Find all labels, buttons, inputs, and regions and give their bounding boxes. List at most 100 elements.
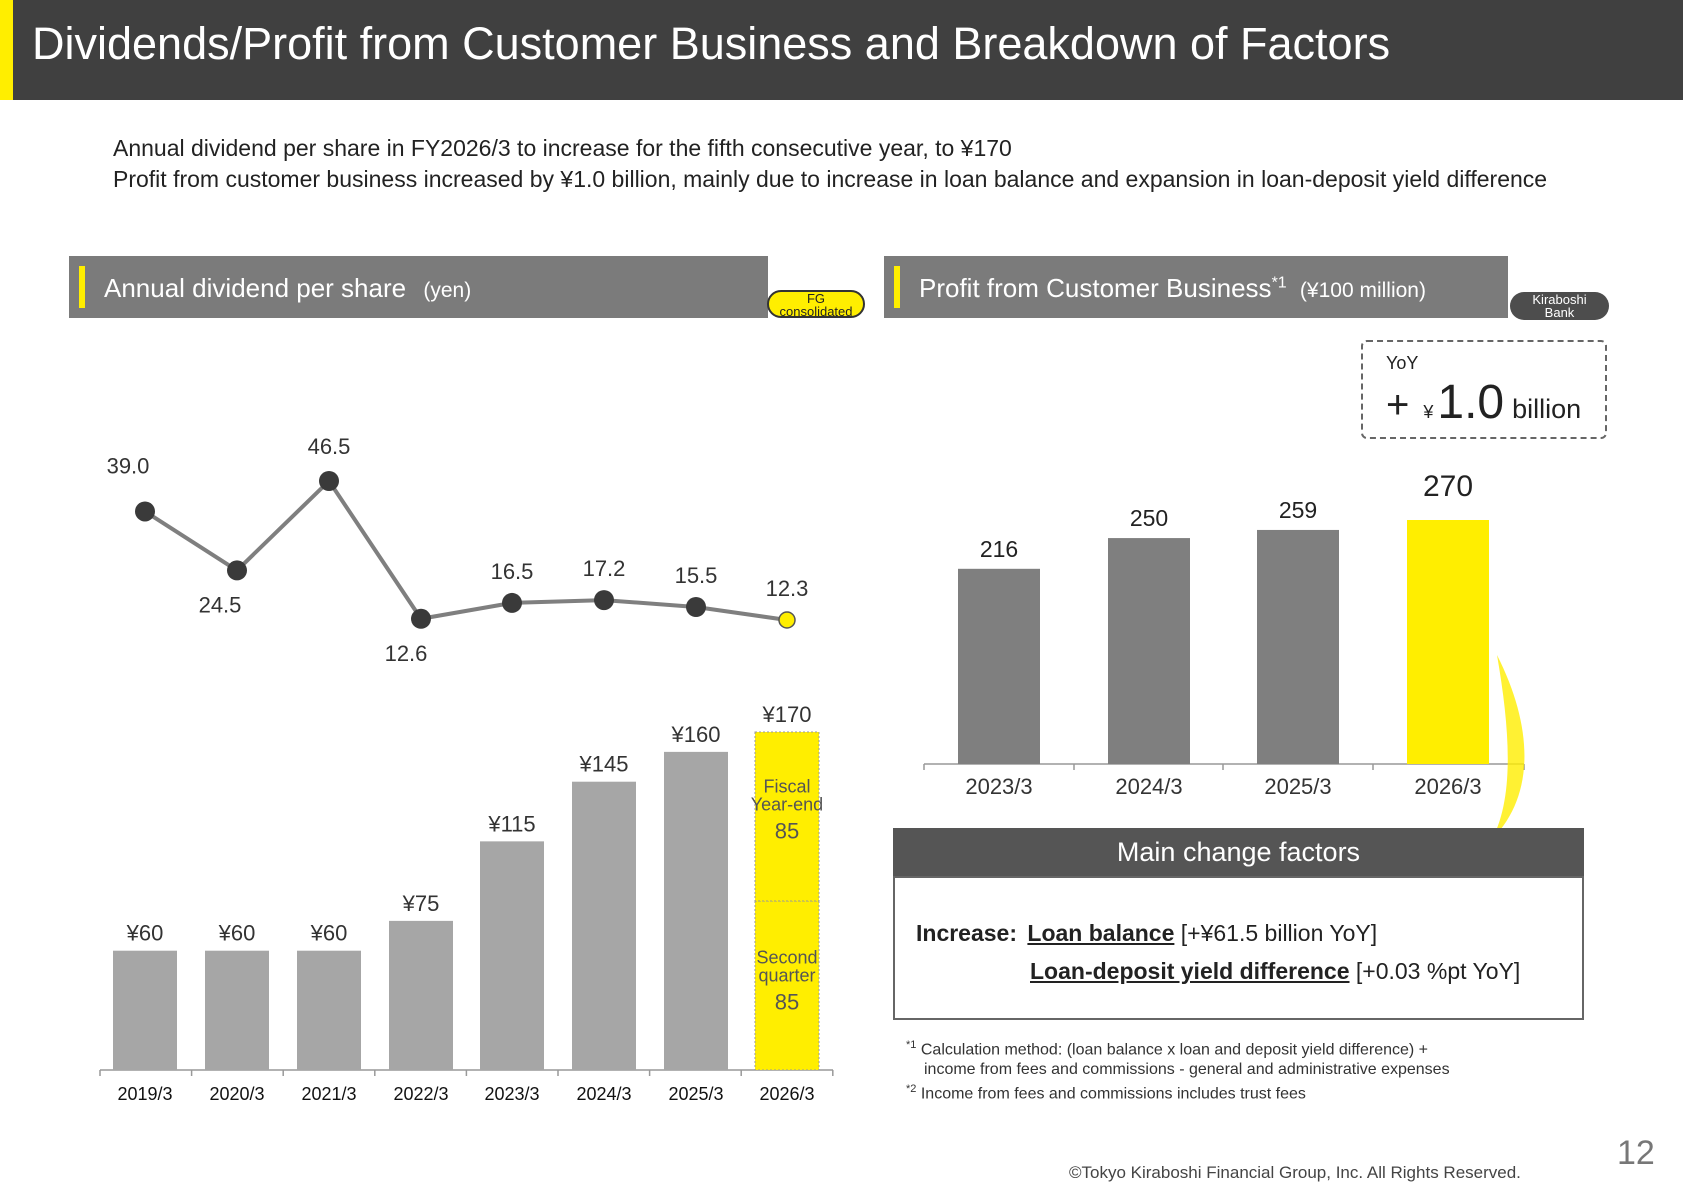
- payout-label: 17.2: [583, 556, 626, 581]
- main-change-factors-header: Main change factors: [893, 828, 1584, 876]
- title-bar: Dividends/Profit from Customer Business …: [0, 0, 1683, 100]
- dividend-category-label: 2025/3: [668, 1084, 723, 1104]
- section-accent: [894, 266, 900, 308]
- intro-line-1: Annual dividend per share in FY2026/3 to…: [113, 135, 1012, 161]
- dividend-category-label: 2024/3: [576, 1084, 631, 1104]
- dividend-bar: [389, 920, 453, 1070]
- second-quarter-label: quarter: [758, 966, 815, 986]
- profit-category-label: 2024/3: [1115, 774, 1182, 799]
- dividend-value-label: ¥60: [218, 921, 256, 946]
- footnote-2-mark: *2: [906, 1083, 917, 1095]
- footnote-1: *1 Calculation method: (loan balance x l…: [906, 1039, 1428, 1059]
- dividend-category-label: 2026/3: [759, 1084, 814, 1104]
- payout-point: [411, 608, 431, 629]
- dividend-bar-second-quarter: [754, 900, 820, 1071]
- badge-line-2: consolidated: [779, 304, 853, 319]
- yoy-number: 1.0: [1437, 376, 1505, 429]
- kiraboshi-bank-badge: Kiraboshi Bank: [1510, 292, 1609, 320]
- factor-loan-balance: Loan balance: [1027, 920, 1175, 946]
- profit-category-label: 2026/3: [1414, 774, 1481, 799]
- payout-label: 12.6: [385, 641, 428, 666]
- footnote-1-line-1: Calculation method: (loan balance x loan…: [920, 1041, 1428, 1059]
- second-quarter-value: 85: [775, 990, 799, 1015]
- fiscal-year-end-label: Fiscal: [763, 777, 810, 797]
- dividend-bar-fiscal-year-end: [754, 731, 820, 902]
- copyright: ©Tokyo Kiraboshi Financial Group, Inc. A…: [1069, 1163, 1521, 1182]
- profit-bar: [958, 568, 1040, 764]
- payout-line: [143, 477, 788, 622]
- title-accent: [0, 0, 13, 100]
- factor-yield-difference-detail: [+0.03 %pt YoY]: [1355, 958, 1521, 984]
- fiscal-year-end-label: Year-end: [751, 795, 823, 815]
- profit-value-label: 250: [1130, 505, 1168, 531]
- factor-row-2: Loan-deposit yield difference [+0.03 %pt…: [1030, 958, 1520, 985]
- dividend-section-title: Annual dividend per share (yen): [104, 273, 471, 304]
- dividend-bar: [205, 950, 269, 1070]
- profit-bar: [1108, 538, 1190, 764]
- factor-yield-difference: Loan-deposit yield difference: [1030, 958, 1350, 984]
- yoy-unit: billion: [1512, 394, 1582, 424]
- dividend-bar: [664, 751, 728, 1070]
- dividend-value-label: ¥145: [579, 752, 629, 777]
- yoy-currency: ¥: [1423, 402, 1434, 422]
- dividend-category-label: 2020/3: [209, 1084, 264, 1104]
- profit-value-label: 259: [1279, 497, 1317, 523]
- profit-section-title: Profit from Customer Business*1 (¥100 mi…: [919, 273, 1426, 304]
- page-title: Dividends/Profit from Customer Business …: [32, 18, 1391, 69]
- payout-label: 16.5: [491, 559, 534, 584]
- profit-section-header: Profit from Customer Business*1 (¥100 mi…: [884, 256, 1508, 318]
- dividend-bar: [297, 950, 361, 1070]
- payout-point: [135, 501, 155, 522]
- dividend-value-label: ¥60: [310, 921, 348, 946]
- payout-point: [686, 596, 706, 617]
- factor-loan-balance-detail: [+¥61.5 billion YoY]: [1180, 920, 1378, 946]
- dividend-category-label: 2019/3: [117, 1084, 172, 1104]
- yoy-label: YoY: [1386, 353, 1419, 373]
- profit-bar: [1257, 529, 1339, 764]
- payout-point: [227, 560, 247, 581]
- fiscal-year-end-value: 85: [775, 819, 799, 844]
- dividend-bar: [480, 841, 544, 1070]
- yoy-box: YoY + ¥1.0 billion: [1361, 340, 1607, 439]
- footnote-1-line-2: income from fees and commissions - gener…: [924, 1061, 1450, 1078]
- payout-point: [778, 611, 796, 629]
- dividend-title-text: Annual dividend per share: [104, 273, 407, 303]
- profit-title-sup: *1: [1271, 274, 1287, 292]
- dividend-value-label: ¥60: [126, 921, 164, 946]
- dividend-value-label: ¥170: [762, 702, 812, 727]
- profit-title-text: Profit from Customer Business: [919, 273, 1272, 303]
- payout-label: 12.3: [766, 576, 809, 601]
- footnote-2-text: Income from fees and commissions include…: [920, 1085, 1306, 1103]
- yoy-value: + ¥1.0 billion: [1386, 375, 1581, 430]
- profit-bar: [1407, 520, 1489, 764]
- footnote-2: *2 Income from fees and commissions incl…: [906, 1083, 1306, 1103]
- curved-arrow-icon: [1468, 655, 1525, 866]
- footnote-1-mark: *1: [906, 1039, 917, 1051]
- payout-label: 15.5: [675, 563, 718, 588]
- payout-label: 39.0: [107, 453, 150, 478]
- fg-consolidated-badge: FG consolidated: [767, 290, 865, 318]
- profit-value-label: 216: [980, 536, 1018, 562]
- intro-text: Annual dividend per share in FY2026/3 to…: [113, 133, 1643, 195]
- profit-unit: (¥100 million): [1299, 279, 1426, 302]
- dividend-bar: [113, 950, 177, 1070]
- profit-category-label: 2023/3: [965, 774, 1032, 799]
- profit-category-label: 2025/3: [1264, 774, 1331, 799]
- badge-line-1: FG: [806, 291, 826, 306]
- section-accent: [79, 266, 85, 308]
- payout-point: [319, 471, 339, 491]
- dividend-value-label: ¥160: [671, 722, 721, 747]
- dividend-payout-line-chart: 39.0 24.5 46.5 12.6 16.5 17.2 15.5 12.3: [107, 434, 809, 666]
- badge-line-1: Kiraboshi: [1532, 292, 1587, 307]
- dividend-value-label: ¥75: [402, 891, 440, 916]
- dividend-value-label: ¥115: [487, 811, 535, 836]
- profit-value-label: 270: [1423, 470, 1473, 503]
- payout-label: 24.5: [199, 592, 242, 617]
- intro-line-2: Profit from customer business increased …: [113, 166, 1548, 192]
- payout-label: 46.5: [308, 434, 351, 459]
- dividend-category-label: 2021/3: [301, 1084, 356, 1104]
- payout-point: [502, 592, 522, 613]
- dividend-category-label: 2023/3: [484, 1084, 539, 1104]
- dividend-section-header: Annual dividend per share (yen): [69, 256, 768, 318]
- factor-row-1: Increase: Loan balance [+¥61.5 billion Y…: [916, 920, 1377, 947]
